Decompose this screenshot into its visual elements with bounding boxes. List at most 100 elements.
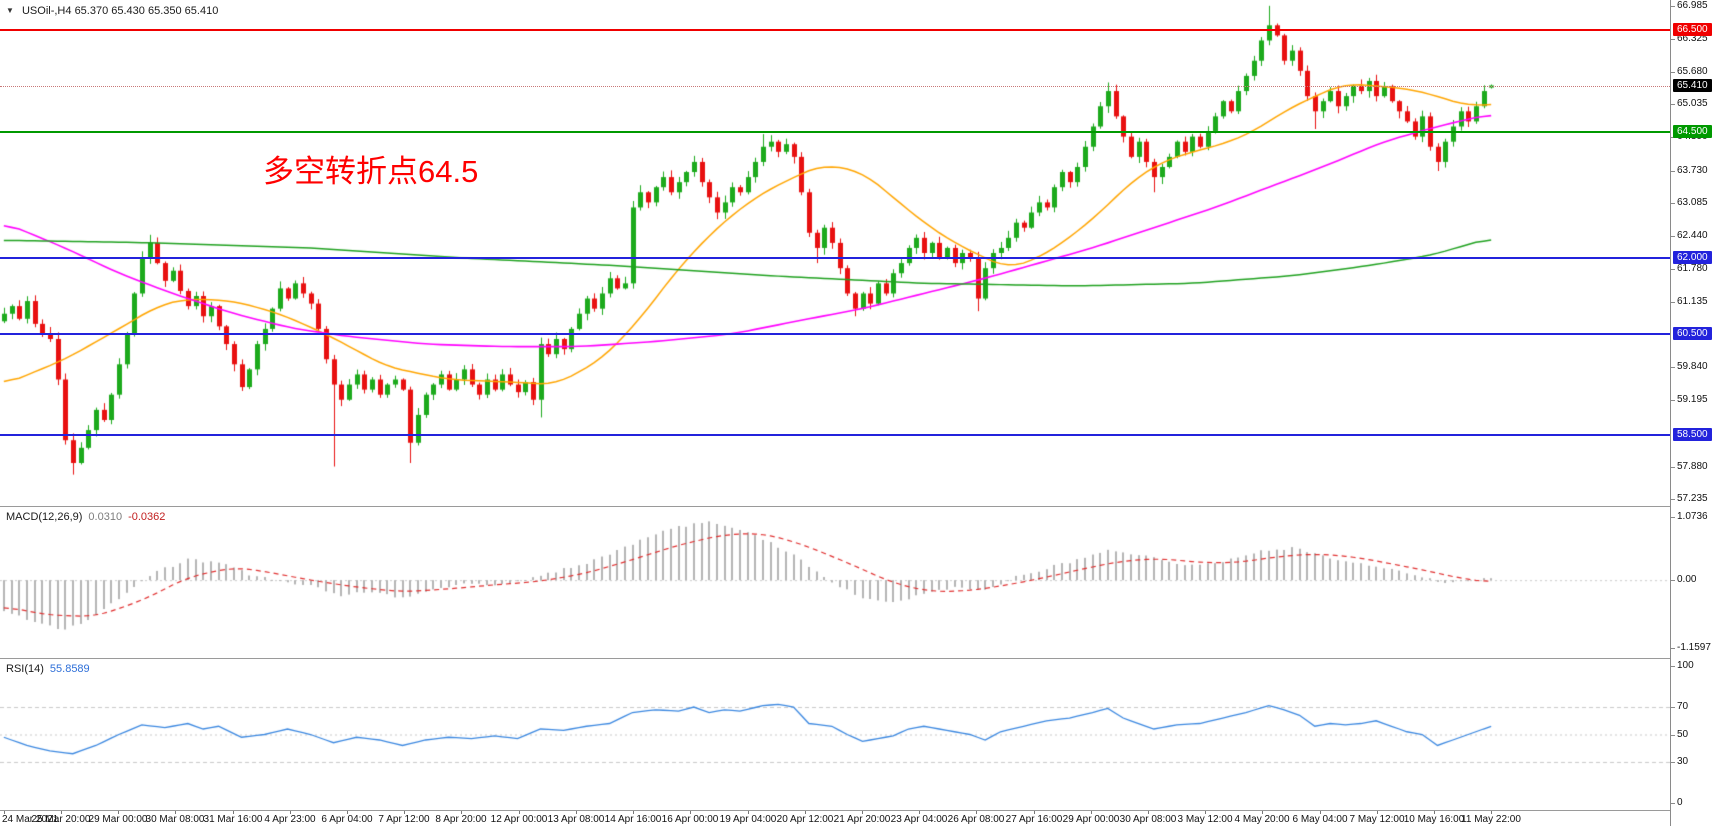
price-label-66.325: 66.325 xyxy=(1677,33,1708,44)
hline-66.500[interactable] xyxy=(0,29,1670,31)
price-label-63.730: 63.730 xyxy=(1677,165,1708,176)
time-label: 6 Apr 04:00 xyxy=(321,814,373,825)
time-label: 12 Apr 00:00 xyxy=(490,814,548,825)
scale-tick xyxy=(1671,269,1675,270)
price-badge-62.000: 62.000 xyxy=(1673,251,1712,264)
time-tick xyxy=(1377,811,1378,814)
time-label: 7 May 12:00 xyxy=(1349,814,1405,825)
hline-62.000[interactable] xyxy=(0,257,1670,259)
time-tick xyxy=(519,811,520,814)
macd-value-signal: -0.0362 xyxy=(128,511,166,523)
rsi-label: RSI(14) 55.8589 xyxy=(6,663,90,675)
time-label: 31 Mar 16:00 xyxy=(203,814,263,825)
time-tick xyxy=(347,811,348,814)
macd-scale-1.0736: 1.0736 xyxy=(1677,511,1708,522)
price-label-59.195: 59.195 xyxy=(1677,394,1708,405)
price-label-61.780: 61.780 xyxy=(1677,263,1708,274)
time-tick xyxy=(61,811,62,814)
price-badge-58.500: 58.500 xyxy=(1673,428,1712,441)
time-tick xyxy=(1205,811,1206,814)
annotation-text[interactable]: 多空转折点64.5 xyxy=(263,154,479,189)
time-tick xyxy=(175,811,176,814)
price-label-65.680: 65.680 xyxy=(1677,66,1708,77)
time-label: 3 May 12:00 xyxy=(1177,814,1233,825)
time-label: 13 Apr 08:00 xyxy=(547,814,605,825)
time-tick xyxy=(976,811,977,814)
time-tick xyxy=(1262,811,1263,814)
rsi-scale-30: 30 xyxy=(1677,756,1689,767)
time-tick xyxy=(1148,811,1149,814)
scale-tick xyxy=(1671,707,1675,708)
scale-tick xyxy=(1671,666,1675,667)
time-tick xyxy=(919,811,920,814)
quote-ohlc: 65.370 65.430 65.350 65.410 xyxy=(74,5,219,17)
rsi-panel[interactable]: RSI(14) 55.8589 xyxy=(0,659,1670,810)
panel-separator-axis xyxy=(0,810,1730,811)
scale-tick xyxy=(1671,648,1675,649)
time-tick xyxy=(690,811,691,814)
rsi-canvas[interactable] xyxy=(0,659,1670,810)
time-tick xyxy=(4,811,5,814)
price-badge-64.500: 64.500 xyxy=(1673,125,1712,138)
time-label: 26 Apr 08:00 xyxy=(947,814,1005,825)
time-label: 25 Mar 20:00 xyxy=(31,814,91,825)
price-label-57.880: 57.880 xyxy=(1677,461,1708,472)
price-panel[interactable]: ▼ USOil-,H4 65.370 65.430 65.350 65.410 … xyxy=(0,0,1670,506)
current-price-badge: 65.410 xyxy=(1673,79,1712,92)
macd-canvas[interactable] xyxy=(0,507,1670,658)
scale-tick xyxy=(1671,499,1675,500)
scale-tick xyxy=(1671,517,1675,518)
scale-tick xyxy=(1671,580,1675,581)
scale-tick xyxy=(1671,367,1675,368)
time-label: 24 Mar 2021 xyxy=(2,814,59,825)
scale-tick xyxy=(1671,400,1675,401)
scale-tick xyxy=(1671,467,1675,468)
time-label: 29 Apr 00:00 xyxy=(1062,814,1120,825)
rsi-scale-70: 70 xyxy=(1677,701,1689,712)
rsi-scale-50: 50 xyxy=(1677,729,1689,740)
hline-60.500[interactable] xyxy=(0,333,1670,335)
time-tick xyxy=(576,811,577,814)
price-label-57.235: 57.235 xyxy=(1677,493,1708,504)
scale-tick xyxy=(1671,72,1675,73)
scale-tick xyxy=(1671,104,1675,105)
time-tick xyxy=(633,811,634,814)
time-label: 4 May 20:00 xyxy=(1234,814,1290,825)
symbol-dropdown-icon[interactable]: ▼ xyxy=(6,6,14,15)
time-label: 27 Apr 16:00 xyxy=(1005,814,1063,825)
price-scale[interactable]: 66.98566.32565.68065.03564.39063.73063.0… xyxy=(1670,0,1730,826)
candlestick-canvas[interactable] xyxy=(0,0,1670,506)
scale-tick xyxy=(1671,6,1675,7)
scale-tick xyxy=(1671,39,1675,40)
scale-tick xyxy=(1671,302,1675,303)
time-label: 30 Mar 08:00 xyxy=(145,814,205,825)
time-tick xyxy=(1320,811,1321,814)
hline-64.500[interactable] xyxy=(0,131,1670,133)
macd-panel[interactable]: MACD(12,26,9) 0.0310 -0.0362 xyxy=(0,507,1670,658)
panel-separator-rsi[interactable] xyxy=(0,658,1730,659)
time-label: 10 May 16:00 xyxy=(1403,814,1465,825)
time-axis[interactable]: 24 Mar 2021 25 Mar 20:00 29 Mar 00:00 30 Ma… xyxy=(0,811,1670,826)
macd-scale-0.00: 0.00 xyxy=(1677,574,1697,585)
price-badge-66.500: 66.500 xyxy=(1673,23,1712,36)
time-tick xyxy=(1491,811,1492,814)
time-label: 20 Apr 12:00 xyxy=(776,814,834,825)
current-price-line[interactable] xyxy=(0,86,1670,87)
rsi-value: 55.8589 xyxy=(49,663,90,675)
quote-symbol: USOil-,H4 xyxy=(21,5,72,17)
time-label: 30 Apr 08:00 xyxy=(1119,814,1177,825)
time-tick xyxy=(862,811,863,814)
hline-58.500[interactable] xyxy=(0,434,1670,436)
time-tick xyxy=(461,811,462,814)
time-tick xyxy=(233,811,234,814)
price-label-63.085: 63.085 xyxy=(1677,197,1708,208)
scale-tick xyxy=(1671,803,1675,804)
time-tick xyxy=(805,811,806,814)
macd-value-main: 0.0310 xyxy=(88,511,123,523)
time-label: 16 Apr 00:00 xyxy=(661,814,719,825)
scale-tick xyxy=(1671,735,1675,736)
time-label: 21 Apr 20:00 xyxy=(833,814,891,825)
panel-separator-macd[interactable] xyxy=(0,506,1730,507)
macd-name: MACD(12,26,9) xyxy=(6,511,83,523)
